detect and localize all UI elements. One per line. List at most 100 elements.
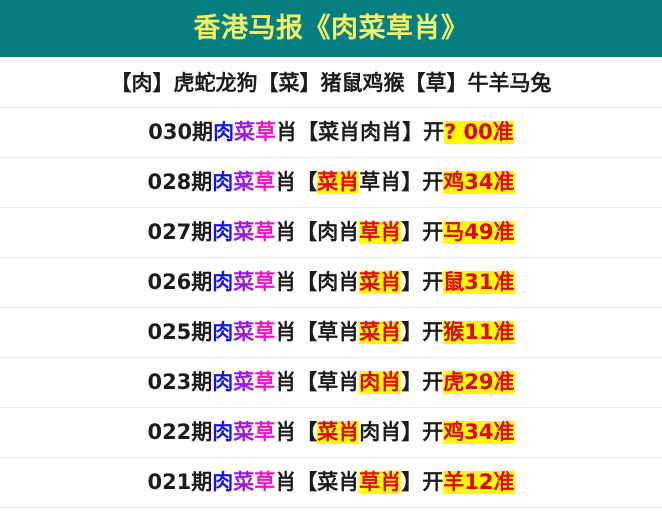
bracket-open: 【: [296, 320, 318, 344]
tag-cao: 草: [254, 370, 276, 394]
record-row[interactable]: 026期肉菜草肖【肉肖 菜肖】开鼠31准: [0, 258, 662, 308]
issue-number: 025期: [147, 320, 213, 344]
record-row[interactable]: 022期肉菜草肖【菜肖 肉肖】开鸡34准: [0, 408, 662, 458]
open-label: 开: [422, 220, 444, 244]
bracket-open: 【: [296, 370, 318, 394]
result-value: ? 00准: [444, 120, 514, 144]
pick-second: 菜肖: [359, 320, 402, 344]
tag-cai: 菜: [233, 220, 255, 244]
record-row[interactable]: 027期肉菜草肖【肉肖 草肖】开马49准: [0, 208, 662, 258]
tag-cao: 草: [254, 220, 276, 244]
pick-second: 菜肖: [359, 270, 402, 294]
pick-first: 肉肖: [317, 270, 360, 294]
record-line: 023期肉菜草肖【草肖 肉肖】开虎29准: [147, 370, 515, 394]
pick-first: 菜肖: [317, 170, 360, 194]
tag-rou: 肉: [212, 470, 234, 494]
result-value: 鸡34准: [443, 420, 515, 444]
pick-first: 肉肖: [317, 220, 360, 244]
bracket-open: 【: [296, 270, 318, 294]
tag-cao: 草: [254, 320, 276, 344]
tag-cao: 草: [254, 470, 276, 494]
result-value: 马49准: [443, 220, 515, 244]
pick-second: 肉肖: [359, 420, 402, 444]
tag-xiao: 肖: [275, 420, 297, 444]
pick-first: 菜肖: [317, 420, 360, 444]
record-line: 028期肉菜草肖【菜肖 草肖】开鸡34准: [147, 170, 515, 194]
record-line: 022期肉菜草肖【菜肖 肉肖】开鸡34准: [147, 420, 515, 444]
pick-second: 肉肖: [359, 370, 402, 394]
bracket-close: 】: [401, 170, 423, 194]
record-line: 030期肉菜草肖【菜肖 肉肖】开? 00准: [148, 121, 514, 144]
open-label: 开: [422, 170, 444, 194]
record-row[interactable]: 021期肉菜草肖【菜肖 草肖】开羊12准: [0, 458, 662, 508]
tag-cai: 菜: [233, 370, 255, 394]
issue-number: 028期: [147, 170, 213, 194]
record-row[interactable]: 025期肉菜草肖【草肖 菜肖】开猴11准: [0, 308, 662, 358]
tag-cao: 草: [254, 270, 276, 294]
bracket-open: 【: [296, 420, 318, 444]
open-label: 开: [422, 270, 444, 294]
tag-cai: 菜: [233, 170, 255, 194]
bracket-open: 【: [296, 170, 318, 194]
tag-cai: 菜: [233, 320, 255, 344]
pick-first: 菜肖: [318, 120, 361, 144]
record-line: 027期肉菜草肖【肉肖 草肖】开马49准: [147, 220, 515, 244]
tag-cao: 草: [254, 170, 276, 194]
tag-xiao: 肖: [275, 320, 297, 344]
open-label: 开: [422, 470, 444, 494]
bracket-open: 【: [296, 470, 318, 494]
bracket-open: 【: [296, 220, 318, 244]
bracket-close: 】: [401, 370, 423, 394]
record-row[interactable]: 023期肉菜草肖【草肖 肉肖】开虎29准: [0, 358, 662, 408]
tag-xiao: 肖: [275, 470, 297, 494]
header-banner: 香港马报《肉菜草肖》: [0, 0, 662, 57]
bracket-close: 】: [401, 220, 423, 244]
issue-number: 022期: [147, 420, 213, 444]
legend-row: 【肉】虎蛇龙狗【菜】猪鼠鸡猴【草】牛羊马兔: [0, 57, 662, 108]
record-line: 026期肉菜草肖【肉肖 菜肖】开鼠31准: [147, 270, 515, 294]
pick-first: 草肖: [317, 370, 360, 394]
tag-xiao: 肖: [275, 370, 297, 394]
records-list: 030期肉菜草肖【菜肖 肉肖】开? 00准 028期肉菜草肖【菜肖 草肖】开鸡34准 0…: [0, 108, 662, 508]
result-value: 鸡34准: [443, 170, 515, 194]
pick-first: 草肖: [317, 320, 360, 344]
tag-xiao: 肖: [275, 270, 297, 294]
pick-second: 肉肖: [360, 120, 403, 144]
bracket-close: 】: [401, 270, 423, 294]
record-row[interactable]: 028期肉菜草肖【菜肖 草肖】开鸡34准: [0, 158, 662, 208]
tag-xiao: 肖: [275, 170, 297, 194]
tag-xiao: 肖: [276, 120, 298, 144]
open-label: 开: [423, 120, 445, 144]
bracket-close: 】: [401, 470, 423, 494]
record-line: 025期肉菜草肖【草肖 菜肖】开猴11准: [147, 320, 515, 344]
tag-rou: 肉: [212, 370, 234, 394]
pick-second: 草肖: [359, 470, 402, 494]
tag-cai: 菜: [233, 270, 255, 294]
result-value: 猴11准: [443, 320, 515, 344]
tag-rou: 肉: [212, 270, 234, 294]
record-row[interactable]: 030期肉菜草肖【菜肖 肉肖】开? 00准: [0, 108, 662, 158]
open-label: 开: [422, 370, 444, 394]
issue-number: 026期: [147, 270, 213, 294]
pick-second: 草肖: [359, 220, 402, 244]
tag-cao: 草: [254, 420, 276, 444]
bracket-close: 】: [402, 120, 424, 144]
issue-number: 021期: [147, 470, 213, 494]
pick-second: 草肖: [359, 170, 402, 194]
tag-rou: 肉: [213, 120, 235, 144]
legend-text: 【肉】虎蛇龙狗【菜】猪鼠鸡猴【草】牛羊马兔: [110, 71, 552, 95]
open-label: 开: [422, 420, 444, 444]
tag-xiao: 肖: [275, 220, 297, 244]
issue-number: 030期: [148, 120, 214, 144]
issue-number: 027期: [147, 220, 213, 244]
tag-rou: 肉: [212, 220, 234, 244]
record-line: 021期肉菜草肖【菜肖 草肖】开羊12准: [147, 470, 515, 494]
issue-number: 023期: [147, 370, 213, 394]
bracket-close: 】: [401, 320, 423, 344]
result-value: 虎29准: [443, 370, 515, 394]
tag-rou: 肉: [212, 170, 234, 194]
page-title: 香港马报《肉菜草肖》: [193, 13, 469, 44]
pick-first: 菜肖: [317, 470, 360, 494]
bracket-close: 】: [401, 420, 423, 444]
